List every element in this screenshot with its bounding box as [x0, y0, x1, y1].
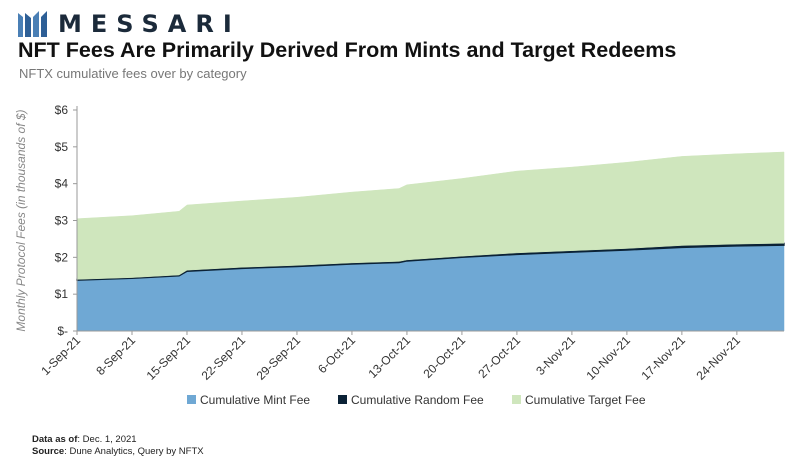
- x-tick-label: 15-Sep-21: [144, 333, 194, 383]
- data-as-of-label: Data as of: [32, 434, 78, 445]
- messari-logo: MESSARI: [18, 10, 241, 38]
- legend-label-cumulative-mint-fee: Cumulative Mint Fee: [200, 393, 310, 407]
- chart-title: NFT Fees Are Primarily Derived From Mint…: [18, 38, 677, 62]
- legend-swatch-cumulative-mint-fee: [187, 395, 196, 404]
- y-tick-label: $4: [55, 177, 69, 191]
- x-tick-label: 22-Sep-21: [199, 333, 249, 383]
- y-tick-label: $-: [57, 324, 68, 338]
- x-tick-label: 29-Sep-21: [254, 333, 304, 383]
- x-tick-label: 10-Nov-21: [583, 333, 633, 383]
- legend-swatch-cumulative-target-fee: [512, 395, 521, 404]
- source-label: Source: [32, 446, 65, 457]
- x-tick-label: 3-Nov-21: [533, 333, 578, 378]
- chart-subtitle: NFTX cumulative fees over by category: [19, 66, 247, 81]
- messari-logo-icon: [18, 11, 47, 37]
- legend-label-cumulative-target-fee: Cumulative Target Fee: [525, 393, 646, 407]
- x-tick-label: 8-Sep-21: [93, 333, 138, 378]
- x-tick-label: 17-Nov-21: [638, 333, 688, 383]
- source-note: Source: Dune Analytics, Query by NFTX: [32, 446, 204, 457]
- source-value: : Dune Analytics, Query by NFTX: [64, 446, 204, 457]
- legend-swatch-cumulative-random-fee: [338, 395, 347, 404]
- stacked-area-chart: $- $1 $2 $3 $4 $5 $6 Monthly Protocol Fees (in …: [14, 103, 785, 407]
- x-tick-label: 6-Oct-21: [315, 333, 358, 376]
- y-tick-label: $2: [55, 250, 69, 264]
- y-tick-label: $3: [55, 214, 69, 228]
- legend-label-cumulative-random-fee: Cumulative Random Fee: [351, 393, 484, 407]
- x-tick-label: 27-Oct-21: [475, 333, 523, 381]
- y-tick-label: $1: [55, 287, 69, 301]
- messari-logo-text: MESSARI: [58, 10, 241, 38]
- y-tick-label: $5: [55, 140, 69, 154]
- data-as-of-value: : Dec. 1, 2021: [77, 434, 137, 445]
- x-tick-label: 20-Oct-21: [420, 333, 468, 381]
- y-tick-label: $6: [55, 103, 69, 117]
- x-tick-label: 24-Nov-21: [693, 333, 743, 383]
- x-tick-label: 1-Sep-21: [38, 333, 83, 378]
- data-as-of-note: Data as of: Dec. 1, 2021: [32, 434, 137, 445]
- x-tick-label: 13-Oct-21: [365, 333, 413, 381]
- y-axis-title: Monthly Protocol Fees (in thousands of $…: [14, 109, 28, 331]
- area-cumulative-target-fee: [76, 151, 785, 280]
